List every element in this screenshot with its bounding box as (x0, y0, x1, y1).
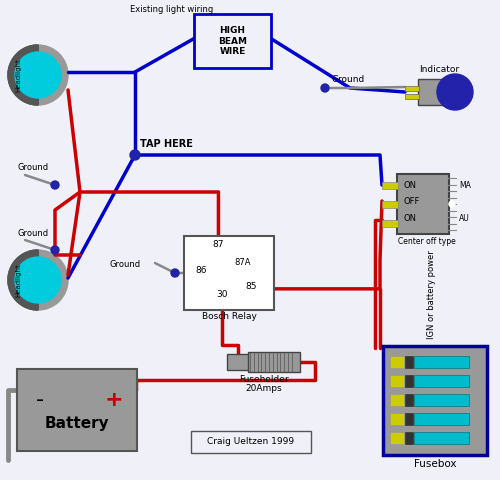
FancyBboxPatch shape (405, 356, 413, 368)
Circle shape (171, 269, 179, 277)
FancyBboxPatch shape (397, 174, 449, 234)
Text: OFF: OFF (404, 197, 420, 206)
FancyBboxPatch shape (414, 394, 469, 406)
FancyBboxPatch shape (418, 79, 450, 105)
FancyBboxPatch shape (194, 14, 271, 68)
FancyBboxPatch shape (248, 352, 300, 372)
Circle shape (8, 45, 68, 105)
FancyBboxPatch shape (390, 432, 404, 444)
Circle shape (15, 52, 61, 98)
Text: +: + (104, 390, 124, 410)
Text: Bosch Relay: Bosch Relay (202, 312, 256, 321)
Circle shape (51, 181, 59, 189)
FancyBboxPatch shape (414, 413, 469, 425)
Text: MA: MA (459, 181, 471, 190)
Circle shape (15, 257, 61, 303)
Circle shape (449, 201, 455, 207)
Polygon shape (8, 45, 38, 105)
Text: HIGH
BEAM
WIRE: HIGH BEAM WIRE (218, 26, 247, 56)
Circle shape (51, 246, 59, 254)
FancyBboxPatch shape (191, 431, 311, 453)
Text: AU: AU (459, 214, 470, 223)
FancyBboxPatch shape (405, 394, 413, 406)
Circle shape (321, 84, 329, 92)
Polygon shape (8, 250, 38, 310)
Circle shape (8, 250, 68, 310)
FancyBboxPatch shape (390, 356, 404, 368)
Text: -: - (36, 390, 44, 410)
FancyBboxPatch shape (382, 201, 398, 208)
Text: Battery: Battery (44, 416, 110, 431)
Text: Indicator: Indicator (419, 65, 459, 74)
FancyBboxPatch shape (17, 369, 137, 451)
FancyBboxPatch shape (227, 354, 249, 370)
FancyBboxPatch shape (382, 220, 398, 227)
Text: Fusebox: Fusebox (414, 459, 456, 469)
Text: 87A: 87A (234, 258, 250, 267)
FancyBboxPatch shape (390, 413, 404, 425)
Circle shape (130, 150, 140, 160)
FancyBboxPatch shape (414, 375, 469, 387)
Text: 20Amps: 20Amps (246, 384, 282, 393)
Polygon shape (8, 45, 38, 105)
FancyBboxPatch shape (405, 413, 413, 425)
Text: Fuseholder: Fuseholder (239, 375, 289, 384)
Text: Existing light wiring: Existing light wiring (130, 5, 213, 14)
Text: 86: 86 (195, 266, 206, 275)
FancyBboxPatch shape (405, 375, 413, 387)
FancyBboxPatch shape (390, 375, 404, 387)
Polygon shape (8, 250, 38, 310)
Text: 30: 30 (216, 290, 228, 299)
Text: Center off type: Center off type (398, 237, 456, 246)
FancyBboxPatch shape (405, 432, 413, 444)
Circle shape (437, 74, 473, 110)
FancyBboxPatch shape (414, 432, 469, 444)
FancyBboxPatch shape (382, 182, 398, 189)
FancyBboxPatch shape (405, 94, 419, 99)
Text: Ground: Ground (331, 75, 364, 84)
FancyBboxPatch shape (184, 236, 274, 310)
FancyBboxPatch shape (390, 394, 404, 406)
Text: IGN or battery power: IGN or battery power (428, 251, 436, 339)
FancyBboxPatch shape (414, 356, 469, 368)
Text: Headlight: Headlight (15, 58, 21, 92)
FancyBboxPatch shape (383, 346, 487, 455)
Text: ON: ON (404, 214, 417, 223)
Text: Ground: Ground (18, 229, 49, 238)
Text: Craig Ueltzen 1999: Craig Ueltzen 1999 (208, 437, 294, 446)
Text: 87: 87 (212, 240, 224, 249)
Text: TAP HERE: TAP HERE (140, 139, 193, 149)
Text: Ground: Ground (18, 163, 49, 172)
Text: ON: ON (404, 181, 417, 190)
Text: 85: 85 (245, 282, 257, 291)
Text: Headlight: Headlight (15, 263, 21, 297)
Text: Ground: Ground (110, 260, 141, 269)
FancyBboxPatch shape (405, 86, 419, 91)
